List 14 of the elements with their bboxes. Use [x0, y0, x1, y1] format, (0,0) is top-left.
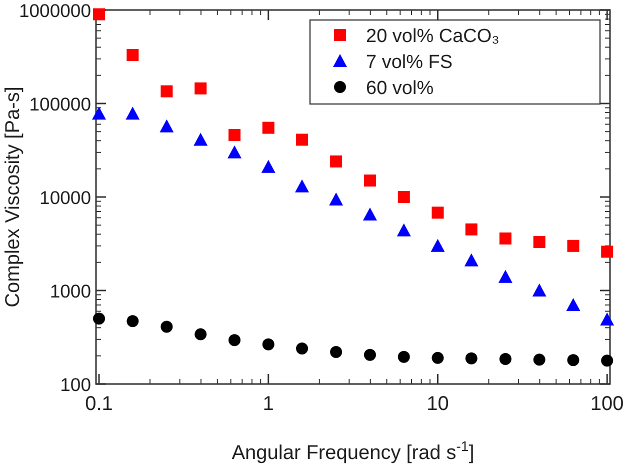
y-tick-label: 10000 [40, 187, 91, 208]
legend-label: 20 vol% CaCO₃ [366, 26, 500, 47]
x-axis-title: Angular Frequency [rad s$^{-1}$] [232, 438, 474, 464]
x-tick-label: 0.1 [85, 393, 113, 415]
x-tick-label: 10 [426, 393, 449, 415]
y-tick-label: 100 [60, 374, 91, 395]
x-tick-label: 100 [590, 393, 624, 415]
y-tick-label: 1000 [50, 280, 91, 302]
legend-label: 60 vol% [366, 78, 434, 99]
y-tick-label: 100000 [29, 94, 91, 114]
y-tick-label: 1000000 [18, 0, 91, 21]
legend-label: 7 vol% FS [366, 52, 453, 73]
x-tick-label: 1 [262, 393, 274, 415]
y-axis-title: Complex Viscosity [Pa-s] [2, 86, 24, 308]
